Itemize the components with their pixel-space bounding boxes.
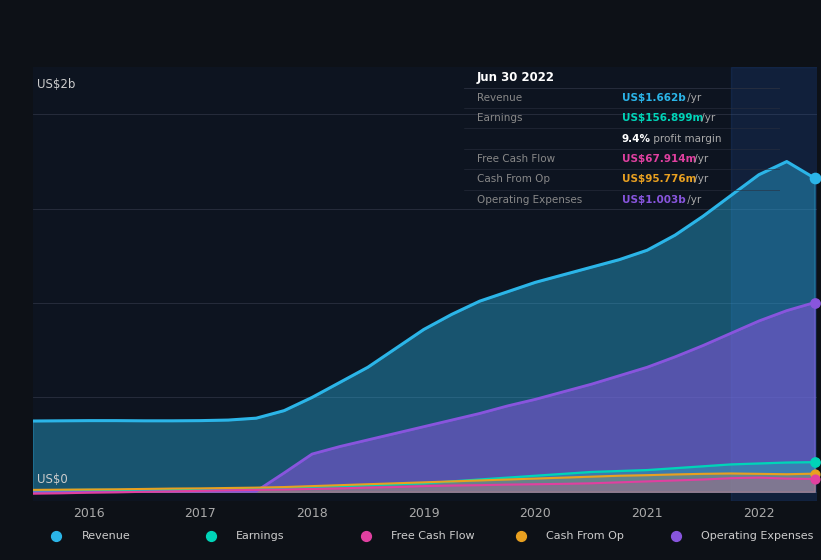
Text: Cash From Op: Cash From Op [476, 174, 549, 184]
Point [808, 474, 821, 483]
Text: /yr: /yr [685, 195, 702, 205]
Text: Free Cash Flow: Free Cash Flow [391, 531, 475, 541]
Text: Revenue: Revenue [476, 93, 521, 103]
Text: Earnings: Earnings [236, 531, 285, 541]
Text: 9.4%: 9.4% [622, 134, 651, 143]
Point [514, 531, 527, 540]
Text: Operating Expenses: Operating Expenses [701, 531, 814, 541]
Text: Operating Expenses: Operating Expenses [476, 195, 582, 205]
Text: /yr: /yr [691, 154, 709, 164]
Text: US$95.776m: US$95.776m [622, 174, 696, 184]
Point [808, 174, 821, 183]
Point [669, 531, 682, 540]
Text: /yr: /yr [685, 93, 702, 103]
Text: Free Cash Flow: Free Cash Flow [476, 154, 555, 164]
Text: US$156.899m: US$156.899m [622, 113, 704, 123]
Text: /yr: /yr [699, 113, 716, 123]
Text: US$1.003b: US$1.003b [622, 195, 686, 205]
Text: US$2b: US$2b [37, 78, 76, 91]
Text: US$1.662b: US$1.662b [622, 93, 686, 103]
Text: US$0: US$0 [37, 473, 67, 486]
Point [808, 469, 821, 478]
Text: Jun 30 2022: Jun 30 2022 [476, 71, 554, 84]
Point [808, 458, 821, 466]
Point [360, 531, 373, 540]
Bar [731, 67, 820, 501]
Point [204, 531, 218, 540]
Text: Earnings: Earnings [476, 113, 522, 123]
Text: /yr: /yr [691, 174, 709, 184]
Text: Cash From Op: Cash From Op [546, 531, 624, 541]
Point [808, 298, 821, 307]
Text: US$67.914m: US$67.914m [622, 154, 696, 164]
Text: Revenue: Revenue [81, 531, 131, 541]
Text: profit margin: profit margin [649, 134, 721, 143]
Point [50, 531, 63, 540]
